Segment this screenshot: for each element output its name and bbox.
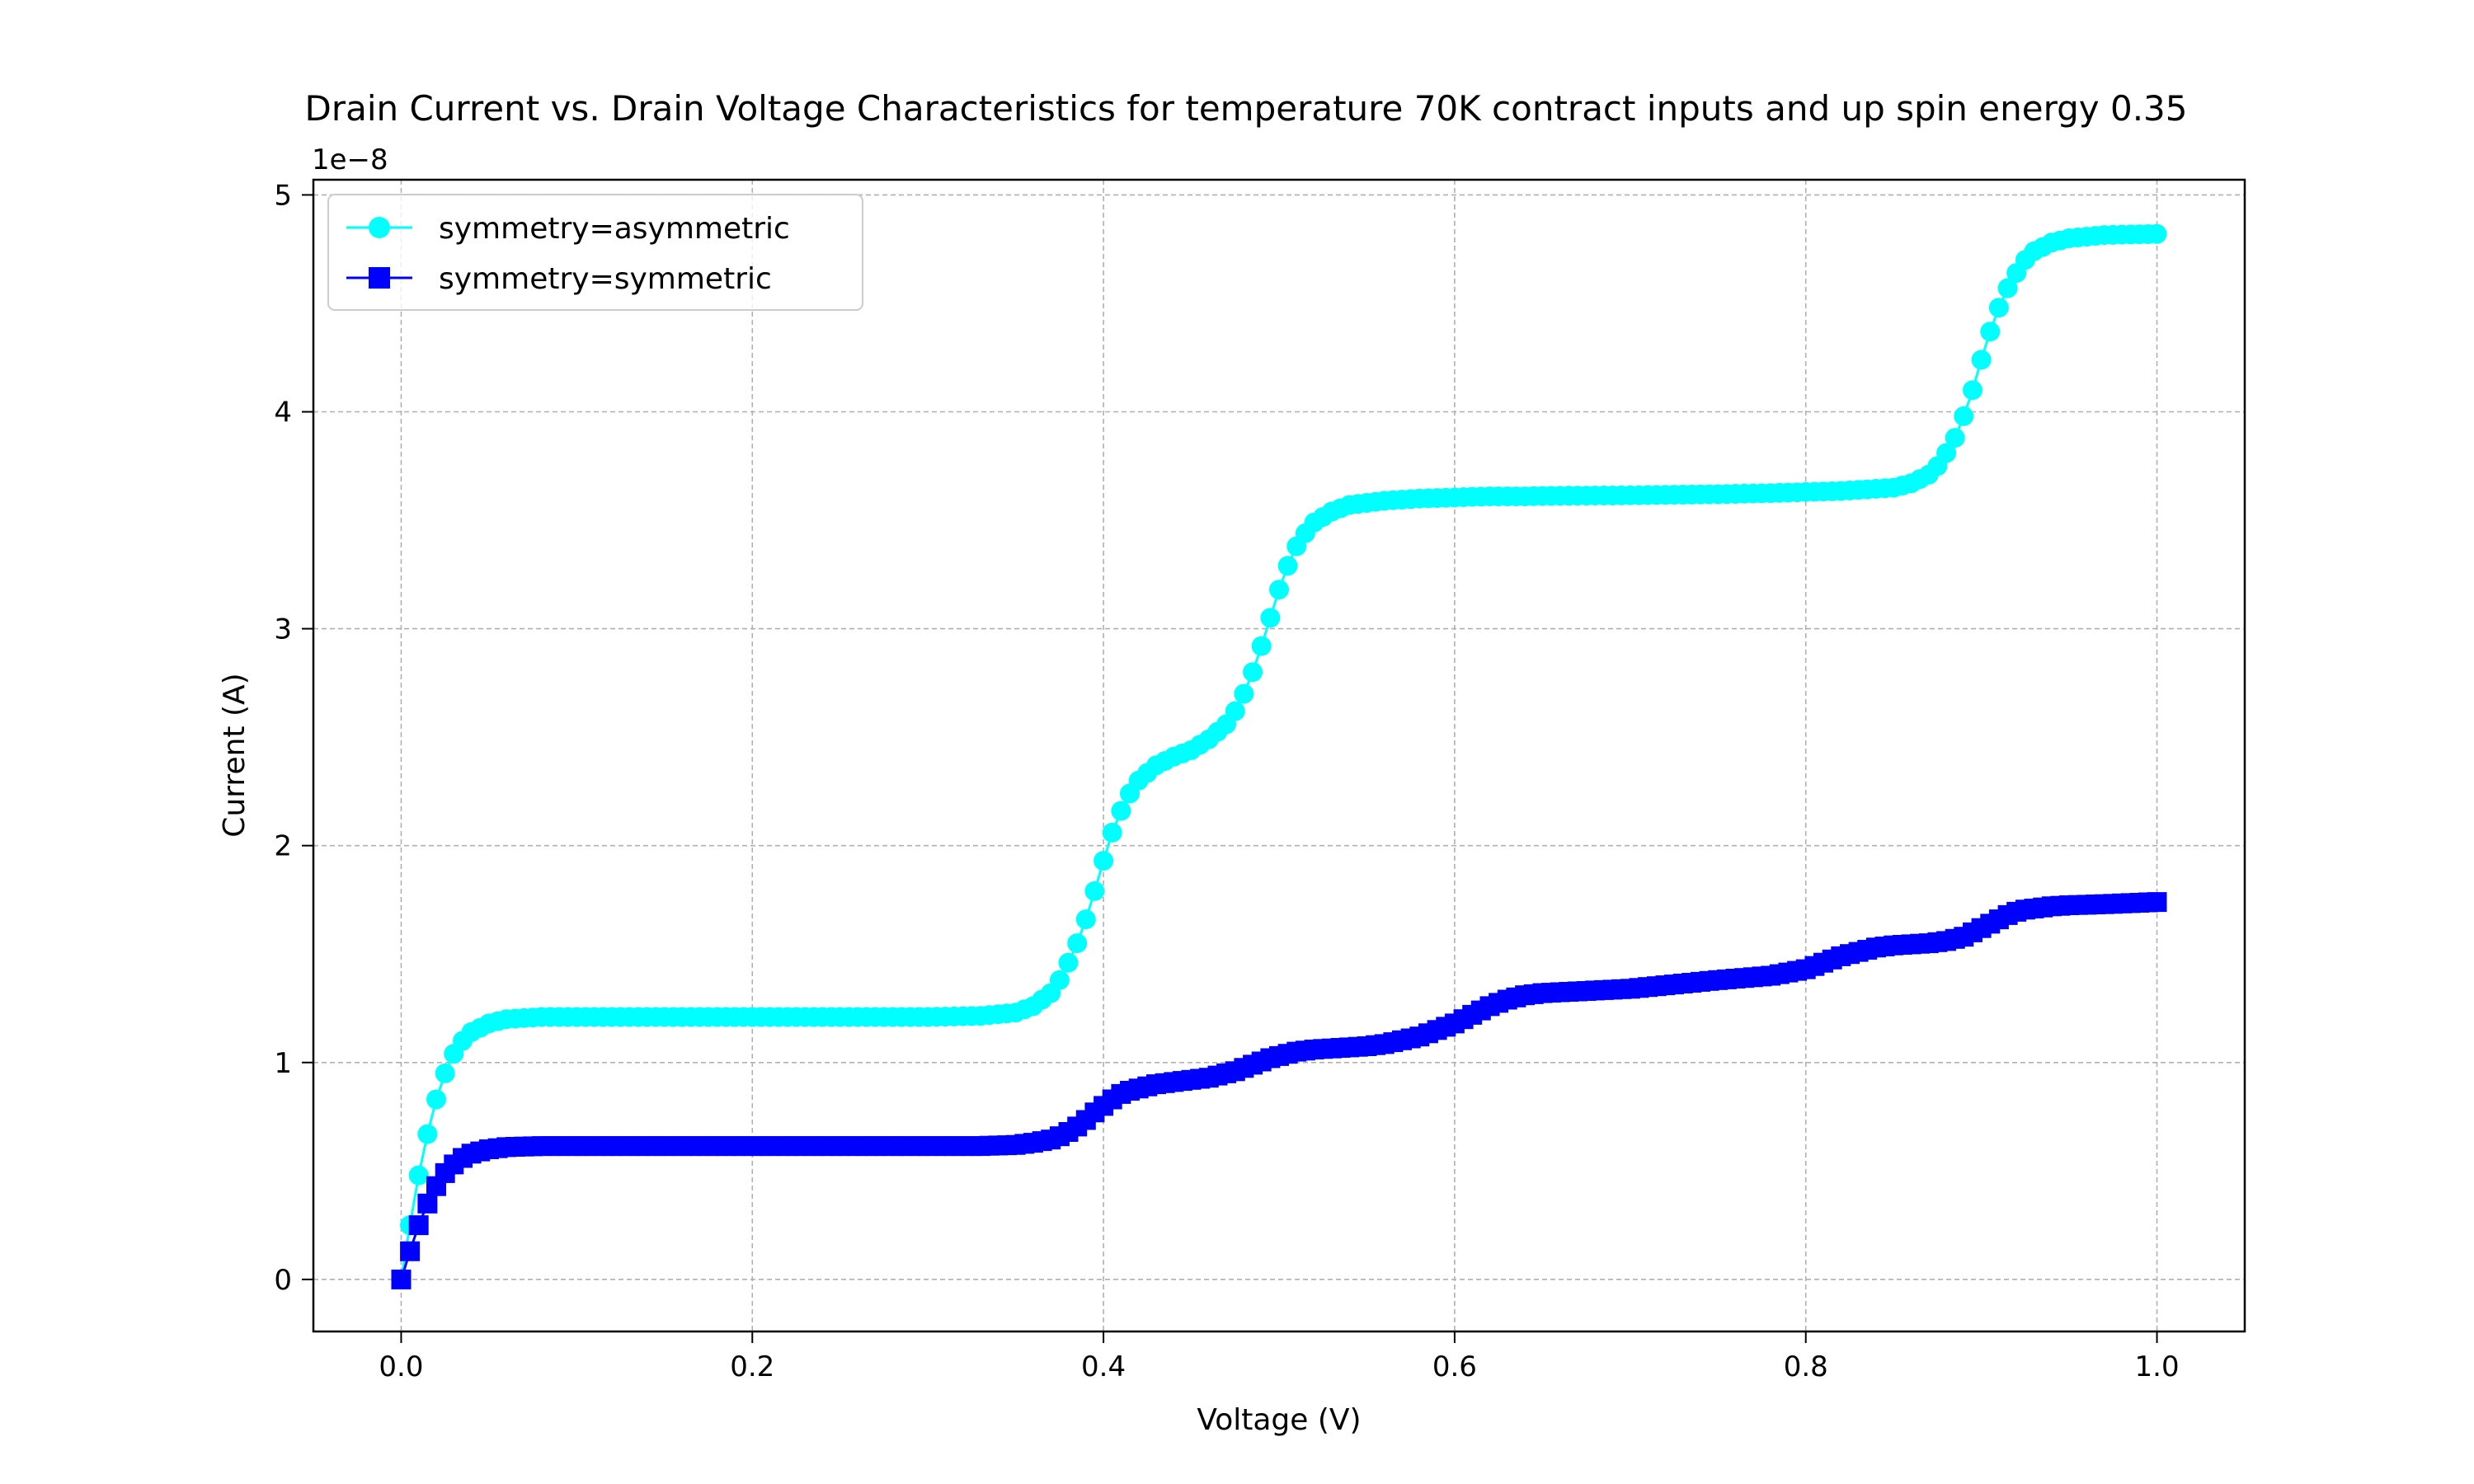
data-point xyxy=(1094,851,1114,871)
data-point xyxy=(1067,933,1088,954)
data-point xyxy=(2147,892,2167,913)
data-point xyxy=(400,1241,421,1261)
y-tick-label: 2 xyxy=(274,830,292,863)
x-tick-label: 0.4 xyxy=(1081,1350,1126,1383)
ticks: 0.0 0.2 0.4 0.6 0.8 1.0 0 1 2 3 4 5 xyxy=(274,179,2179,1383)
data-point xyxy=(1269,580,1289,600)
legend-label: symmetry=asymmetric xyxy=(439,212,790,246)
plot-frame xyxy=(312,178,2246,1333)
data-point xyxy=(408,1215,429,1236)
grid xyxy=(313,180,2245,1331)
y-tick-label: 3 xyxy=(274,613,292,646)
data-point xyxy=(1260,608,1281,628)
x-axis-label: Voltage (V) xyxy=(1197,1403,1361,1437)
y-tick-label: 0 xyxy=(274,1264,292,1297)
data-point xyxy=(1251,636,1272,656)
data-point xyxy=(1102,822,1122,843)
y-offset-label: 1e−8 xyxy=(312,143,388,176)
x-tick-label: 0.2 xyxy=(730,1350,774,1383)
data-point xyxy=(1111,801,1131,821)
data-point xyxy=(1997,278,2018,298)
legend-label: symmetry=symmetric xyxy=(439,262,772,296)
y-tick-label: 1 xyxy=(274,1047,292,1080)
data-point xyxy=(1971,350,1992,370)
data-point xyxy=(408,1165,429,1186)
data-point xyxy=(435,1063,455,1083)
series-line xyxy=(400,900,2157,1280)
data-point xyxy=(2147,223,2167,244)
x-tick-label: 0.0 xyxy=(379,1350,423,1383)
data-point xyxy=(1234,683,1254,704)
data-point xyxy=(1954,406,1974,426)
data-point xyxy=(426,1089,446,1110)
data-point xyxy=(1058,952,1079,973)
series-line xyxy=(400,232,2157,1280)
data-point xyxy=(1225,701,1245,721)
data-point xyxy=(1988,298,2009,318)
series-asymmetric xyxy=(391,223,2167,1289)
data-point xyxy=(1243,662,1263,683)
data-point xyxy=(1075,909,1096,930)
data-point xyxy=(1084,881,1105,901)
legend: symmetry=asymmetric symmetry=symmetric xyxy=(327,194,863,311)
data-point xyxy=(417,1124,438,1144)
x-tick-label: 0.8 xyxy=(1784,1350,1828,1383)
y-tick-label: 4 xyxy=(274,397,292,430)
data-point xyxy=(1963,380,1982,401)
data-point xyxy=(1049,970,1070,990)
data-point xyxy=(1980,322,2001,342)
legend-marker xyxy=(369,267,390,289)
data-point xyxy=(391,1269,412,1289)
legend-marker xyxy=(369,217,390,238)
chart-title: Drain Current vs. Drain Voltage Characte… xyxy=(305,88,2188,129)
y-axis-label: Current (A) xyxy=(218,673,252,837)
data-point xyxy=(1277,556,1298,576)
data-point xyxy=(1945,428,1965,448)
legend-frame xyxy=(327,194,863,311)
x-tick-label: 0.6 xyxy=(1432,1350,1477,1383)
x-tick-label: 1.0 xyxy=(2135,1350,2180,1383)
data-point xyxy=(417,1193,438,1214)
series-layer xyxy=(391,223,2167,1289)
data-point xyxy=(1936,443,1957,463)
y-tick-label: 5 xyxy=(274,179,292,212)
series-symmetric xyxy=(391,892,2167,1289)
